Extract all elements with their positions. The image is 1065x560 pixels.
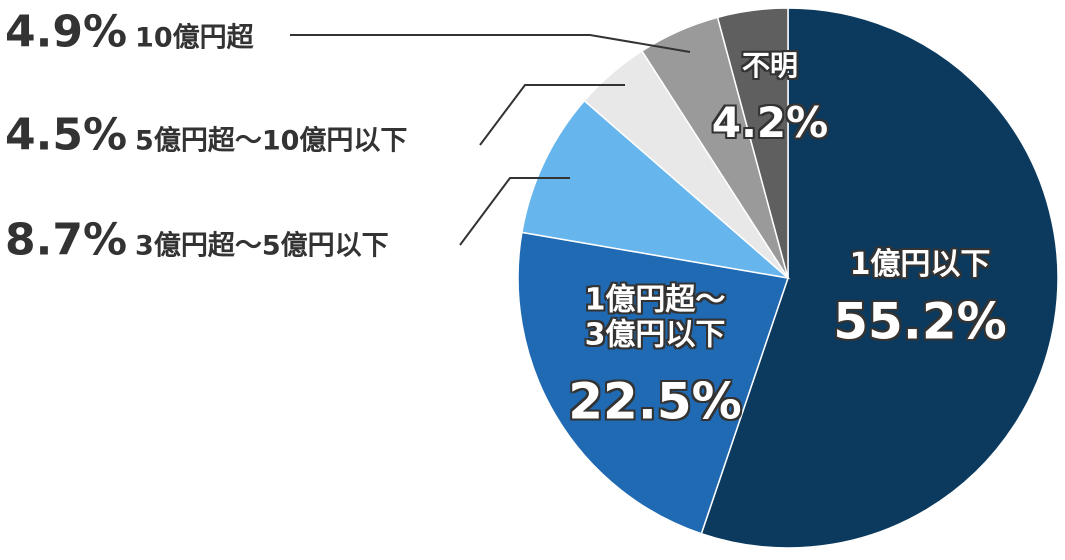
slice-category-label: 5億円超～10億円以下 xyxy=(135,125,408,157)
slice-category-label: 3億円超～5億円以下 xyxy=(135,230,389,262)
pie-slice xyxy=(716,7,789,279)
leader-line xyxy=(479,84,625,146)
slice-value-label: 4.2% xyxy=(711,97,829,147)
slice-category-label: 1億円以下 xyxy=(849,246,991,282)
slice-category-label: 1億円超～ 3億円以下 xyxy=(584,282,726,352)
slice-category-label: 不明 xyxy=(741,48,799,82)
leader-line xyxy=(459,177,570,246)
slice-value-label: 55.2% xyxy=(833,292,1007,351)
pie-slice xyxy=(517,231,789,535)
outer-label: 8.7% 3億円超～5億円以下 xyxy=(5,215,389,266)
outer-label: 4.5% 5億円超～10億円以下 xyxy=(5,110,407,161)
pie-slice xyxy=(521,99,791,280)
leader-line xyxy=(290,34,691,53)
pie-slice xyxy=(700,7,1059,549)
slice-category-label: 10億円超 xyxy=(135,22,254,54)
slice-value-label: 4.9% xyxy=(5,6,128,58)
slice-value-label: 22.5% xyxy=(568,372,742,431)
slice-value-label: 4.5% xyxy=(5,109,128,161)
outer-label: 4.9% 10億円超 xyxy=(5,7,254,58)
slice-value-label: 8.7% xyxy=(5,214,128,266)
